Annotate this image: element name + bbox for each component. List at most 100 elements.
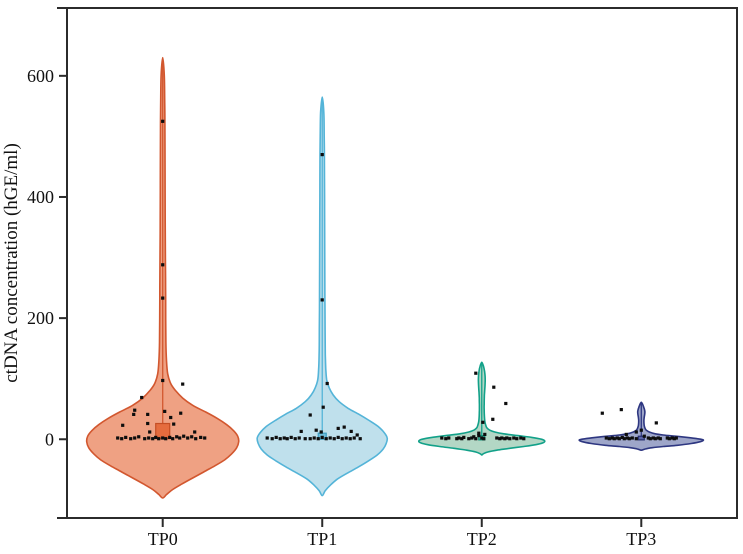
box-marker-tp0 (155, 422, 171, 440)
data-point (477, 431, 481, 435)
data-point (440, 436, 444, 440)
box-marker-tp3 (637, 435, 645, 441)
plot-border (57, 7, 738, 519)
data-point (610, 436, 614, 440)
data-point (646, 436, 650, 440)
data-point (161, 436, 165, 440)
data-point (648, 437, 652, 441)
data-point (342, 425, 346, 429)
data-point (462, 435, 466, 439)
data-point (457, 436, 461, 440)
data-point (612, 437, 616, 441)
data-point (355, 433, 359, 437)
data-point (634, 430, 638, 434)
data-point (653, 437, 657, 441)
data-point (642, 434, 646, 438)
data-point (154, 435, 158, 439)
data-point (312, 436, 316, 440)
data-point (146, 412, 150, 416)
data-point (278, 437, 282, 441)
points-tp2 (440, 371, 526, 441)
data-point (299, 429, 303, 433)
data-point (129, 437, 133, 441)
data-point (146, 421, 150, 426)
data-point (178, 436, 182, 440)
data-point (483, 432, 487, 436)
data-point (320, 153, 324, 157)
data-point (282, 436, 286, 440)
data-point (607, 437, 611, 441)
data-point (203, 436, 207, 440)
data-point (324, 437, 328, 441)
data-point (164, 437, 168, 441)
data-point (116, 436, 120, 440)
data-point (504, 401, 508, 406)
data-point (480, 436, 484, 440)
y-axis-title: ctDNA concentration (hGE/ml) (1, 143, 22, 383)
data-point (358, 437, 362, 441)
data-point (193, 430, 197, 434)
data-point (670, 436, 674, 440)
data-point (617, 437, 621, 441)
data-point (444, 437, 448, 441)
data-point (674, 436, 678, 440)
data-point (455, 437, 459, 441)
data-point (634, 437, 638, 441)
data-point (498, 437, 502, 441)
data-point (352, 436, 356, 440)
data-point (615, 436, 619, 440)
data-point (265, 436, 269, 440)
data-point (140, 395, 144, 400)
data-point (515, 437, 519, 441)
data-point (181, 382, 185, 386)
data-point (120, 437, 124, 441)
data-point (336, 426, 340, 430)
data-point (186, 436, 190, 440)
data-point (619, 408, 623, 412)
axes-layer: 0 200 400 600 TP0 TP1 TP2 TP3 (27, 66, 656, 549)
data-point (308, 437, 312, 441)
data-point (297, 436, 301, 440)
data-point (622, 437, 626, 441)
data-point (651, 436, 655, 440)
data-point (447, 436, 451, 440)
data-point (182, 434, 186, 438)
data-point (627, 437, 631, 441)
x-tick-label-tp1: TP1 (307, 529, 337, 549)
data-point (474, 437, 478, 441)
data-point (175, 435, 179, 439)
data-point (481, 420, 485, 424)
data-point (270, 437, 274, 441)
x-tick-label-tp2: TP2 (467, 529, 497, 549)
data-point (667, 437, 671, 441)
data-point (172, 422, 176, 426)
data-point (625, 436, 629, 440)
data-point (656, 436, 660, 440)
data-point (285, 437, 289, 441)
data-point (121, 423, 125, 427)
data-point (274, 435, 278, 439)
data-point (161, 296, 165, 300)
data-point (147, 436, 151, 440)
data-point (321, 405, 325, 409)
data-point (460, 437, 464, 441)
data-point (169, 415, 173, 420)
data-point (491, 417, 495, 421)
data-point (500, 436, 504, 440)
data-point (124, 435, 128, 439)
data-point (143, 437, 147, 441)
y-tick-label: 0 (45, 429, 54, 449)
data-point (168, 435, 172, 439)
data-point (319, 430, 323, 434)
data-point (314, 428, 318, 432)
data-point (672, 437, 676, 441)
data-point (325, 381, 329, 386)
data-point (157, 437, 161, 441)
plot-frame (66, 7, 738, 519)
data-point (658, 437, 662, 441)
data-point (349, 429, 353, 433)
x-tick-label-tp3: TP3 (626, 529, 656, 549)
data-point (620, 435, 624, 439)
data-point (293, 437, 297, 441)
